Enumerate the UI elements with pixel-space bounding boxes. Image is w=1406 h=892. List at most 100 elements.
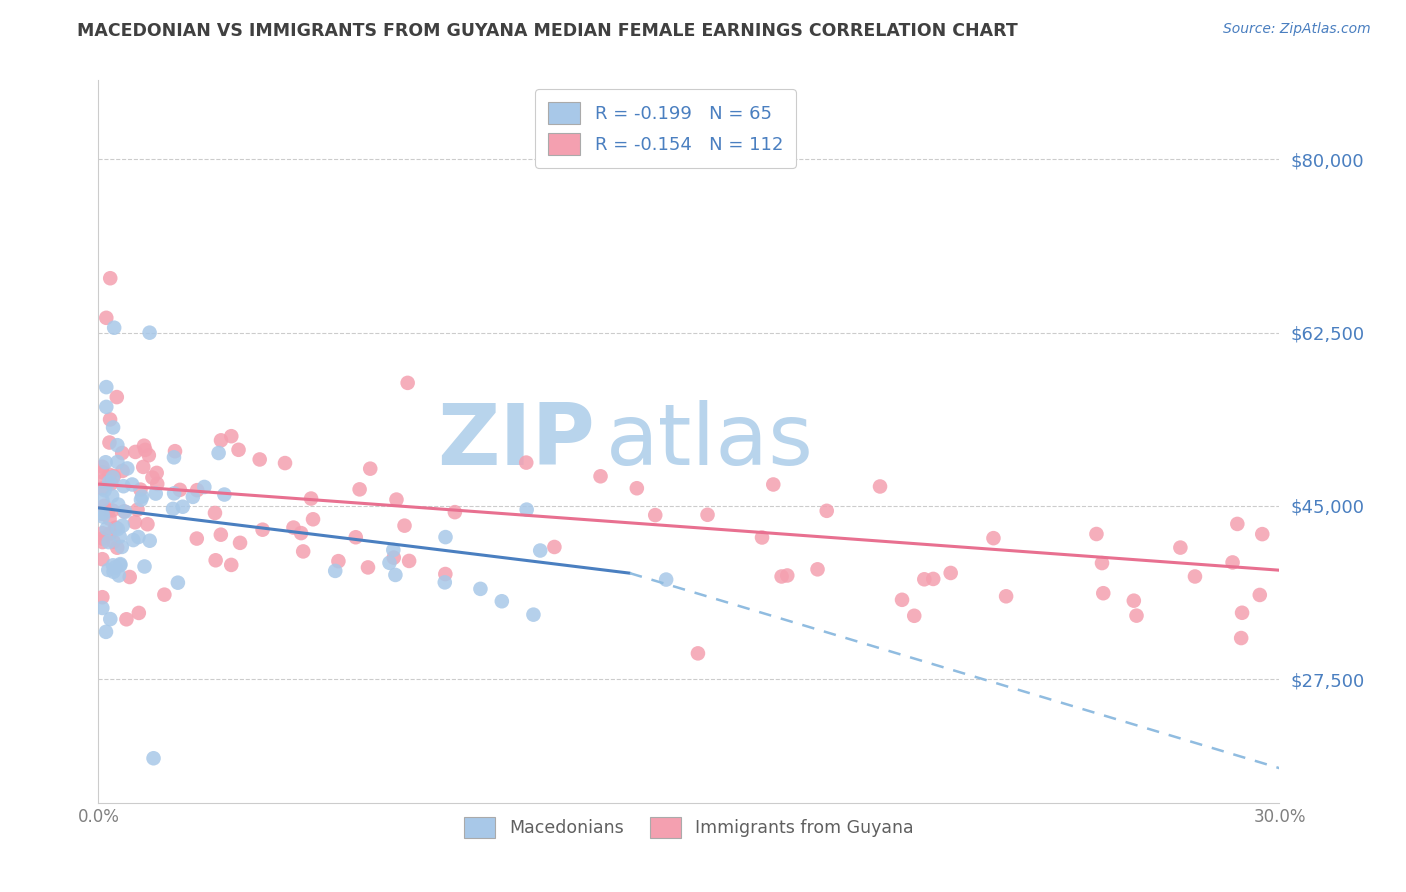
Point [134,442,156,457]
Point [96,522,118,536]
Point [172,500,194,514]
Point [115,612,138,626]
Point [107,522,129,536]
Point [118,570,141,584]
Point [193,480,215,494]
Point [252,523,274,537]
Point [97,503,120,517]
Point [96,380,118,394]
Point [105,390,128,404]
Point [98,512,121,526]
Point [136,517,159,532]
Point [105,541,128,555]
Point [491,594,513,608]
Point [359,461,381,475]
Point [98,526,121,541]
Point [145,486,167,500]
Point [762,477,785,491]
Point [94,624,117,639]
Point [228,442,250,457]
Point [105,438,128,452]
Point [100,476,122,491]
Point [1230,606,1253,620]
Point [91,591,114,605]
Point [221,429,243,443]
Point [1251,527,1274,541]
Point [94,455,117,469]
Point [398,554,420,568]
Point [129,483,152,497]
Point [776,568,799,582]
Point [382,543,405,558]
Text: Source: ZipAtlas.com: Source: ZipAtlas.com [1223,22,1371,37]
Point [96,400,118,414]
Point [207,446,229,460]
Point [444,505,467,519]
Point [922,572,945,586]
Point [101,503,124,517]
Point [209,527,232,541]
Legend: Macedonians, Immigrants from Guyana: Macedonians, Immigrants from Guyana [457,810,921,845]
Point [543,540,565,554]
Point [96,310,118,325]
Point [128,606,150,620]
Point [169,483,191,497]
Point [124,516,146,530]
Point [433,575,456,590]
Point [101,420,124,434]
Point [385,492,408,507]
Point [815,504,838,518]
Point [132,439,155,453]
Point [770,569,793,583]
Point [111,464,134,478]
Point [129,492,152,507]
Point [110,558,132,573]
Point [121,477,143,491]
Point [299,491,322,506]
Point [522,607,544,622]
Point [111,518,134,533]
Point [515,456,537,470]
Point [138,448,160,462]
Point [1125,608,1147,623]
Point [396,376,419,390]
Point [142,751,165,765]
Point [104,521,127,535]
Point [98,271,121,285]
Point [357,560,380,574]
Point [1092,586,1115,600]
Point [219,558,242,572]
Point [869,479,891,493]
Point [91,481,114,495]
Point [91,532,114,546]
Point [1085,527,1108,541]
Point [127,530,149,544]
Point [104,560,127,574]
Point [93,499,115,513]
Point [132,459,155,474]
Point [529,543,551,558]
Point [107,455,129,469]
Point [204,553,226,567]
Point [302,512,325,526]
Point [1091,556,1114,570]
Point [1249,588,1271,602]
Point [163,450,186,465]
Point [204,506,226,520]
Text: atlas: atlas [606,400,814,483]
Point [131,490,153,504]
Point [91,466,114,480]
Point [97,535,120,549]
Point [186,532,208,546]
Text: ZIP: ZIP [437,400,595,483]
Point [146,476,169,491]
Point [274,456,297,470]
Point [110,557,132,571]
Point [751,531,773,545]
Point [101,558,124,573]
Point [384,568,406,582]
Point [114,505,136,519]
Point [589,469,612,483]
Point [655,573,678,587]
Point [93,483,115,498]
